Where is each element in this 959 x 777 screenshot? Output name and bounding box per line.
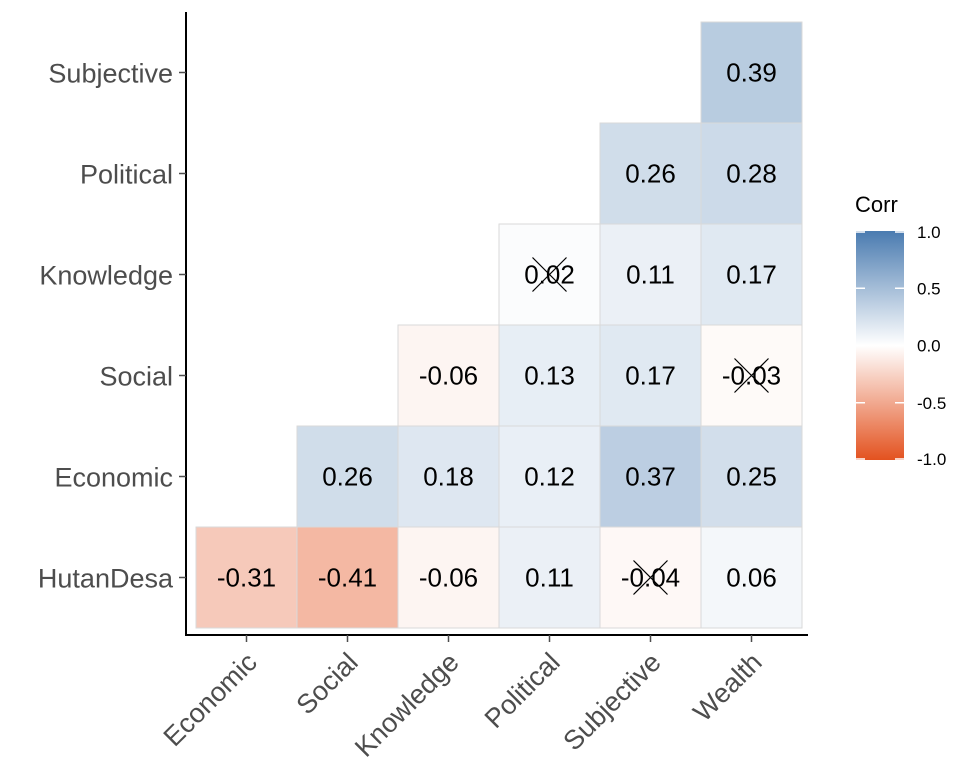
y-tick-label-hutandesa: HutanDesa [38, 564, 174, 594]
y-tick-label-social: Social [99, 362, 173, 392]
heatmap-cell-economic-wealth: 0.25 [700, 425, 803, 528]
y-tick-label-subjective: Subjective [48, 59, 173, 89]
legend-tick-label: 1.0 [917, 223, 941, 242]
cell-rect [700, 425, 803, 528]
heatmap-cell-subjective-wealth: 0.39 [700, 21, 803, 124]
heatmap-cell-knowledge-political: 0.02 [498, 223, 601, 326]
insignificant-cross-line [734, 358, 769, 393]
heatmap-cell-hutandesa-social: -0.41 [296, 526, 399, 629]
heatmap-cell-hutandesa-economic: -0.31 [195, 526, 298, 629]
cell-value-label: 0.13 [524, 361, 575, 391]
cell-rect [498, 324, 601, 427]
x-tick-label-subjective: Subjective [557, 647, 666, 756]
heatmap-cell-economic-social: 0.26 [296, 425, 399, 528]
heatmap-cell-hutandesa-wealth: 0.06 [700, 526, 803, 629]
heatmap-cell-hutandesa-knowledge: -0.06 [397, 526, 500, 629]
cell-rect [296, 526, 399, 629]
x-tick-label-political: Political [479, 647, 566, 734]
cell-rect [498, 526, 601, 629]
x-tick-label-wealth: Wealth [687, 647, 767, 727]
x-tick-label-economic: Economic [158, 647, 263, 752]
heatmap-cell-social-political: 0.13 [498, 324, 601, 427]
y-tick-label-political: Political [80, 160, 173, 190]
heatmap-cell-political-subjective: 0.26 [599, 122, 702, 225]
legend: Corr 1.0 0.5 0.0 -0.5 -1.0 [855, 192, 946, 469]
cell-value-label: 0.25 [726, 462, 777, 492]
cell-value-label: 0.18 [423, 462, 474, 492]
heatmap-cell-knowledge-wealth: 0.17 [700, 223, 803, 326]
cell-rect [700, 223, 803, 326]
cell-rect [599, 223, 702, 326]
legend-tick-label: 0.0 [917, 337, 941, 356]
x-tick-label-social: Social [291, 647, 364, 720]
heatmap-cell-economic-political: 0.12 [498, 425, 601, 528]
cell-value-label: 0.26 [322, 462, 373, 492]
y-tick-label-knowledge: Knowledge [39, 261, 173, 291]
insignificant-cross-line [532, 257, 567, 292]
heatmap-cell-political-wealth: 0.28 [700, 122, 803, 225]
heatmap-cell-social-wealth: -0.03 [700, 324, 803, 427]
cell-value-label: 0.17 [726, 260, 777, 290]
legend-tick-label: -0.5 [917, 394, 946, 413]
cell-rect [599, 425, 702, 528]
legend-title: Corr [855, 192, 898, 217]
heatmap-cell-hutandesa-subjective: -0.04 [599, 526, 702, 629]
cell-rect [599, 122, 702, 225]
cell-rect [700, 21, 803, 124]
cell-value-label: -0.41 [318, 563, 377, 593]
legend-tick-label: 0.5 [917, 279, 941, 298]
cell-value-label: 0.37 [625, 462, 676, 492]
heatmap-cell-knowledge-subjective: 0.11 [599, 223, 702, 326]
heatmap-cell-hutandesa-political: 0.11 [498, 526, 601, 629]
cell-rect [195, 526, 298, 629]
cell-value-label: 0.11 [525, 563, 574, 593]
cell-value-label: 0.28 [726, 159, 777, 189]
cell-value-label: 0.06 [726, 563, 777, 593]
cell-rect [599, 324, 702, 427]
cell-value-label: 0.12 [524, 462, 575, 492]
cell-value-label: 0.39 [726, 58, 777, 88]
cell-value-label: 0.17 [625, 361, 676, 391]
heatmap-cell-economic-subjective: 0.37 [599, 425, 702, 528]
cell-value-label: -0.06 [419, 563, 478, 593]
legend-tick-label: -1.0 [917, 450, 946, 469]
cells-layer: -0.31 -0.41 -0.06 0.11 -0.04 0.06 0.26 0.18 0.12… [195, 21, 803, 629]
heatmap-cell-social-knowledge: -0.06 [397, 324, 500, 427]
y-tick-label-economic: Economic [54, 463, 173, 493]
cell-rect [498, 425, 601, 528]
cell-value-label: -0.06 [419, 361, 478, 391]
cell-rect [700, 122, 803, 225]
cell-value-label: 0.11 [626, 260, 675, 290]
heatmap-cell-social-subjective: 0.17 [599, 324, 702, 427]
cell-rect [296, 425, 399, 528]
cell-value-label: 0.26 [625, 159, 676, 189]
cell-value-label: -0.31 [217, 563, 276, 593]
x-tick-label-knowledge: Knowledge [349, 647, 465, 763]
insignificant-cross-line [633, 560, 668, 595]
heatmap-cell-economic-knowledge: 0.18 [397, 425, 500, 528]
